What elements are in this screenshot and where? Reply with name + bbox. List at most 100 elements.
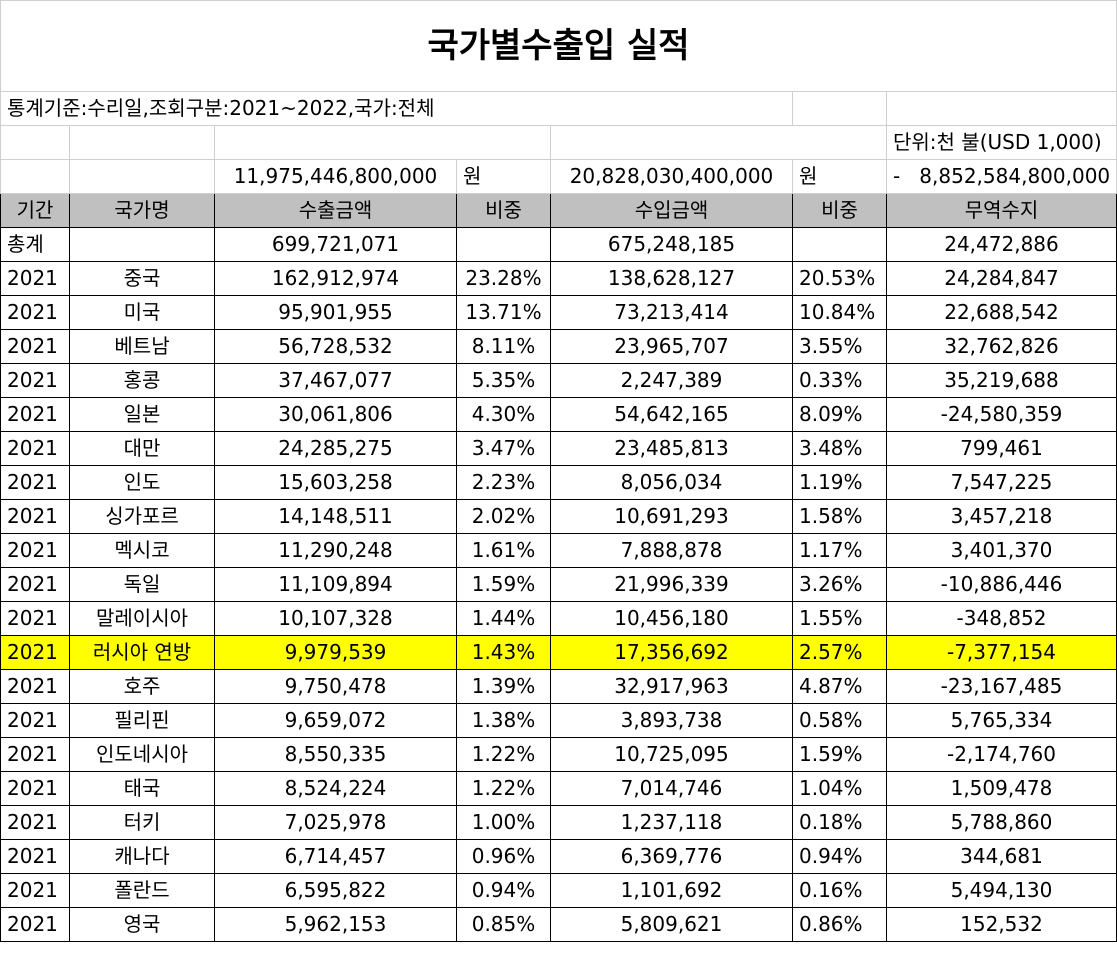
export-share-cell: 0.96% xyxy=(456,839,551,874)
import-cell: 8,056,034 xyxy=(550,465,793,500)
table-row: 2021 인도네시아 8,550,335 1.22% 10,725,095 1.59% -2… xyxy=(0,737,1117,772)
country-cell: 터키 xyxy=(69,805,215,840)
period-cell: 2021 xyxy=(0,567,70,602)
total-row: 총계 699,721,071 675,248,185 24,472,886 xyxy=(0,227,1117,262)
balance-cell: -23,167,485 xyxy=(886,669,1117,704)
period-cell: 2021 xyxy=(0,261,70,296)
import-share-cell: 10.84% xyxy=(792,295,887,330)
export-share-cell: 23.28% xyxy=(456,261,551,296)
criteria-row: 통계기준:수리일,조회구분:2021~2022,국가:전체 xyxy=(0,91,1117,126)
unit-label: 단위:천 불(USD 1,000) xyxy=(886,125,1117,160)
period-cell: 2021 xyxy=(0,635,70,670)
export-cell: 9,750,478 xyxy=(214,669,457,704)
import-cell: 17,356,692 xyxy=(550,635,793,670)
table-row: 2021 베트남 56,728,532 8.11% 23,965,707 3.55% 32,… xyxy=(0,329,1117,364)
import-cell: 7,014,746 xyxy=(550,771,793,806)
export-share-cell: 0.85% xyxy=(456,907,551,942)
export-share-cell: 8.11% xyxy=(456,329,551,364)
export-share-cell: 1.44% xyxy=(456,601,551,636)
empty-cell xyxy=(792,227,887,262)
import-cell: 138,628,127 xyxy=(550,261,793,296)
country-cell: 멕시코 xyxy=(69,533,215,568)
export-cell: 56,728,532 xyxy=(214,329,457,364)
balance-cell: 799,461 xyxy=(886,431,1117,466)
balance-won-value: 8,852,584,800,000 xyxy=(919,164,1111,188)
import-share-cell: 3.48% xyxy=(792,431,887,466)
country-cell: 태국 xyxy=(69,771,215,806)
header-export-share: 비중 xyxy=(456,193,551,228)
header-row: 기간 국가명 수출금액 비중 수입금액 비중 무역수지 xyxy=(0,193,1117,228)
export-share-cell: 1.39% xyxy=(456,669,551,704)
export-share-cell: 2.02% xyxy=(456,499,551,534)
table-row: 2021 호주 9,750,478 1.39% 32,917,963 4.87% -23,1… xyxy=(0,669,1117,704)
import-share-cell: 0.94% xyxy=(792,839,887,874)
table-row: 2021 미국 95,901,955 13.71% 73,213,414 10.84% 22… xyxy=(0,295,1117,330)
balance-cell: -10,886,446 xyxy=(886,567,1117,602)
balance-cell: 3,457,218 xyxy=(886,499,1117,534)
import-share-cell: 3.55% xyxy=(792,329,887,364)
country-cell: 폴란드 xyxy=(69,873,215,908)
table-row: 2021 필리핀 9,659,072 1.38% 3,893,738 0.58% 5,765… xyxy=(0,703,1117,738)
import-share-cell: 1.59% xyxy=(792,737,887,772)
import-cell: 54,642,165 xyxy=(550,397,793,432)
export-cell: 11,290,248 xyxy=(214,533,457,568)
balance-cell: 5,788,860 xyxy=(886,805,1117,840)
won-totals-row: 11,975,446,800,000 원 20,828,030,400,000 … xyxy=(0,159,1117,194)
table-row: 2021 러시아 연방 9,979,539 1.43% 17,356,692 2.57% -… xyxy=(0,635,1117,670)
period-cell: 2021 xyxy=(0,873,70,908)
balance-cell: 24,284,847 xyxy=(886,261,1117,296)
import-cell: 3,893,738 xyxy=(550,703,793,738)
table-row: 2021 터키 7,025,978 1.00% 1,237,118 0.18% 5,788,… xyxy=(0,805,1117,840)
country-cell: 베트남 xyxy=(69,329,215,364)
period-cell: 2021 xyxy=(0,669,70,704)
table-row: 2021 일본 30,061,806 4.30% 54,642,165 8.09% -24,… xyxy=(0,397,1117,432)
import-cell: 5,809,621 xyxy=(550,907,793,942)
table-row: 2021 독일 11,109,894 1.59% 21,996,339 3.26% -10,… xyxy=(0,567,1117,602)
period-cell: 2021 xyxy=(0,703,70,738)
import-cell: 23,965,707 xyxy=(550,329,793,364)
import-cell: 10,725,095 xyxy=(550,737,793,772)
balance-won-prefix: - xyxy=(893,164,901,188)
export-cell: 5,962,153 xyxy=(214,907,457,942)
title-row: 국가별수출입 실적 xyxy=(0,0,1117,92)
balance-cell: 22,688,542 xyxy=(886,295,1117,330)
import-cell: 23,485,813 xyxy=(550,431,793,466)
table-row: 2021 영국 5,962,153 0.85% 5,809,621 0.86% 152,53… xyxy=(0,907,1117,942)
balance-cell: -24,580,359 xyxy=(886,397,1117,432)
empty-cell xyxy=(886,91,1117,126)
country-cell: 홍콩 xyxy=(69,363,215,398)
header-import-share: 비중 xyxy=(792,193,887,228)
country-cell: 독일 xyxy=(69,567,215,602)
country-cell: 일본 xyxy=(69,397,215,432)
period-cell: 2021 xyxy=(0,397,70,432)
table-row: 2021 인도 15,603,258 2.23% 8,056,034 1.19% 7,547… xyxy=(0,465,1117,500)
export-cell: 8,550,335 xyxy=(214,737,457,772)
export-share-cell: 1.59% xyxy=(456,567,551,602)
table-row: 2021 싱가포르 14,148,511 2.02% 10,691,293 1.58% 3,… xyxy=(0,499,1117,534)
total-label: 총계 xyxy=(0,227,70,262)
balance-cell: -7,377,154 xyxy=(886,635,1117,670)
table-row: 2021 홍콩 37,467,077 5.35% 2,247,389 0.33% 35,21… xyxy=(0,363,1117,398)
import-share-cell: 0.86% xyxy=(792,907,887,942)
header-balance: 무역수지 xyxy=(886,193,1117,228)
period-cell: 2021 xyxy=(0,499,70,534)
empty-cell xyxy=(456,227,551,262)
period-cell: 2021 xyxy=(0,533,70,568)
table-row: 2021 말레이시아 10,107,328 1.44% 10,456,180 1.55% -… xyxy=(0,601,1117,636)
import-cell: 1,101,692 xyxy=(550,873,793,908)
import-share-cell: 1.17% xyxy=(792,533,887,568)
unit-row: 단위:천 불(USD 1,000) xyxy=(0,125,1117,160)
empty-cell xyxy=(792,91,887,126)
import-cell: 1,237,118 xyxy=(550,805,793,840)
page-title: 국가별수출입 실적 xyxy=(0,0,1117,92)
export-cell: 14,148,511 xyxy=(214,499,457,534)
export-cell: 11,109,894 xyxy=(214,567,457,602)
balance-cell: 1,509,478 xyxy=(886,771,1117,806)
export-share-cell: 3.47% xyxy=(456,431,551,466)
export-cell: 30,061,806 xyxy=(214,397,457,432)
country-cell: 영국 xyxy=(69,907,215,942)
export-cell: 7,025,978 xyxy=(214,805,457,840)
country-cell: 대만 xyxy=(69,431,215,466)
export-cell: 6,714,457 xyxy=(214,839,457,874)
